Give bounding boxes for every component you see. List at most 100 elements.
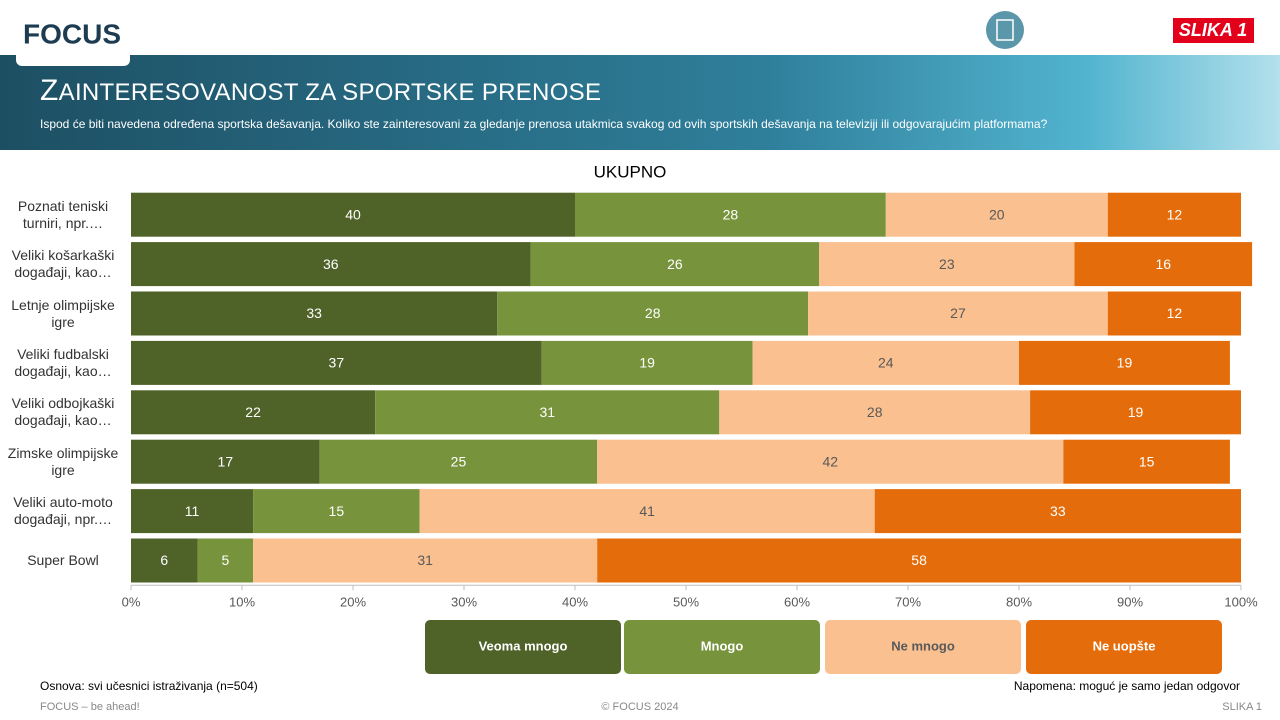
x-tick-label: 10% [229,595,255,610]
bar-segment [530,242,820,287]
bar-segment [1107,291,1241,336]
slogan: FOCUS – be ahead! [40,701,140,713]
value-label: 42 [823,453,839,469]
subtitle: Ispod će biti navedena određena sportska… [40,117,1048,131]
category-label: Letnje olimpijske igre [11,296,115,330]
value-label: 25 [451,453,467,469]
category-label: Veliki košarkaški događaji, kao… [11,247,115,281]
x-tick-label: 0% [122,595,141,610]
value-label: 40 [345,206,361,222]
bar-segment [719,390,1031,435]
x-tick-label: 40% [562,595,588,610]
base-note: Osnova: svi učesnici istraživanja (n=504… [40,679,258,693]
badge: SLIKA 1 [1179,20,1247,40]
banner [0,55,1280,150]
legend-label: Ne mnogo [891,638,955,653]
doc-icon-page [996,19,1014,41]
chart-title: UKUPNO [594,162,667,181]
category-label: Veliki auto-moto događaji, npr.… [13,494,113,528]
x-tick-label: 50% [673,595,699,610]
bar-segment [1019,340,1230,385]
bar-segment [597,538,1241,583]
x-tick-label: 20% [340,595,366,610]
value-label: 16 [1156,256,1172,272]
value-label: 12 [1167,305,1183,321]
bar-segment [1074,242,1253,287]
value-label: 33 [1050,503,1066,519]
value-label: 15 [1139,453,1155,469]
value-label: 19 [1117,355,1133,371]
x-tick-label: 80% [1006,595,1032,610]
bar-segment [1030,390,1241,435]
value-label: 36 [323,256,339,272]
badge-box [1173,18,1254,43]
legend-swatch [624,620,820,674]
bar-segment [197,538,254,583]
legend-label: Mnogo [701,638,744,653]
slide-number: SLIKA 1 [1222,701,1262,713]
bar-segment [131,390,376,435]
bar-segment [375,390,720,435]
value-label: 33 [306,305,322,321]
category-label: Veliki odbojkaški događaji, kao… [11,395,115,429]
value-label: 37 [329,355,345,371]
bar-segment [885,192,1108,237]
x-tick-label: 100% [1224,595,1258,610]
legend-swatch [1026,620,1222,674]
x-tick-label: 70% [895,595,921,610]
bar-segment [1063,439,1230,484]
value-label: 12 [1167,206,1183,222]
legend-label: Veoma mnogo [479,638,568,653]
category-label: Veliki fudbalski događaji, kao… [14,345,112,379]
value-label: 24 [878,355,894,371]
bar-segment [597,439,1064,484]
legend-swatch [825,620,1021,674]
value-label: 41 [639,503,655,519]
x-tick-label: 30% [451,595,477,610]
bar-segment [131,242,531,287]
bar-segment [819,242,1075,287]
bar-segment [253,538,598,583]
bar-segment [419,489,875,534]
value-label: 19 [639,355,655,371]
bar-segment [497,291,809,336]
x-tick-label: 90% [1117,595,1143,610]
value-label: 28 [723,206,739,222]
value-label: 31 [417,552,433,568]
value-label: 11 [185,503,200,519]
bar-segment [131,489,254,534]
x-tick-label: 60% [784,595,810,610]
bar-segment [575,192,886,237]
legend-swatch [425,620,621,674]
value-label: 20 [989,206,1005,222]
value-label: 31 [539,404,555,420]
bar-segment [131,192,575,237]
bar-segment [319,439,598,484]
bar-segment [131,439,320,484]
category-label: Poznati teniski turniri, npr.… [17,197,109,231]
value-label: 26 [667,256,683,272]
bar-segment [131,340,542,385]
value-label: 17 [218,453,234,469]
bar-segment [541,340,753,385]
value-label: 15 [329,503,345,519]
value-label: 6 [160,552,168,568]
bar-segment [874,489,1241,534]
bar-segment [1107,192,1241,237]
bar-segment [752,340,1019,385]
category-label: Super Bowl [27,552,99,568]
bar-segment [131,538,198,583]
bar-segment [131,291,498,336]
legend-label: Ne uopšte [1093,638,1156,653]
logo-box [16,6,130,66]
bar-segment [808,291,1108,336]
value-label: 27 [950,305,966,321]
copyright: © FOCUS 2024 [601,701,678,713]
note: Napomena: moguć je samo jedan odgovor [1014,679,1240,693]
value-label: 58 [911,552,927,568]
value-label: 22 [245,404,261,420]
doc-icon [986,11,1024,49]
logo: FOCUS [23,18,121,49]
value-label: 28 [867,404,883,420]
